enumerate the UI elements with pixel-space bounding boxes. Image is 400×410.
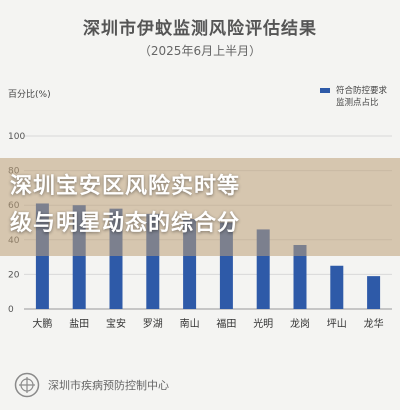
- overlay-headline: 深圳宝安区风险实时等 级与明星动态的综合分: [10, 174, 241, 236]
- x-tick-label: 盐田: [69, 317, 89, 330]
- overlay-banner: [0, 158, 400, 256]
- legend-swatch: [320, 88, 330, 93]
- x-tick-label: 罗湖: [143, 318, 163, 330]
- y-axis-label: 百分比(%): [8, 88, 51, 100]
- x-tick-label: 龙岗: [290, 317, 310, 330]
- footer-org-name: 深圳市疾病预防控制中心: [48, 379, 169, 392]
- bar-坪山: [330, 265, 344, 309]
- x-tick-label: 龙华: [364, 317, 384, 330]
- legend-label-line1: 符合防控要求: [336, 85, 388, 96]
- x-tick-labels: 大鹏 盐田 宝安 罗湖 南山 福田 光明 龙岗 坪山 龙华: [32, 317, 383, 330]
- chart-subtitle: （2025年6月上半月）: [138, 44, 262, 58]
- y-tick-label: 100: [8, 132, 25, 142]
- x-tick-label: 福田: [216, 317, 236, 330]
- legend-label-line2: 监测点占比: [336, 97, 379, 108]
- footer: 深圳市疾病预防控制中心: [14, 372, 169, 398]
- cdc-logo-icon: [14, 372, 40, 398]
- legend: 符合防控要求 监测点占比: [320, 85, 388, 108]
- x-tick-label: 光明: [253, 317, 273, 330]
- bar-龙岗: [293, 244, 307, 309]
- x-tick-label: 坪山: [327, 317, 347, 330]
- y-tick-label: 0: [8, 305, 14, 315]
- x-tick-label: 南山: [180, 317, 200, 330]
- x-tick-label: 宝安: [106, 317, 126, 330]
- bar-龙华: [367, 276, 381, 309]
- chart-title: 深圳市伊蚊监测风险评估结果: [83, 19, 317, 39]
- y-tick-label: 20: [8, 270, 20, 280]
- x-tick-label: 大鹏: [32, 317, 52, 330]
